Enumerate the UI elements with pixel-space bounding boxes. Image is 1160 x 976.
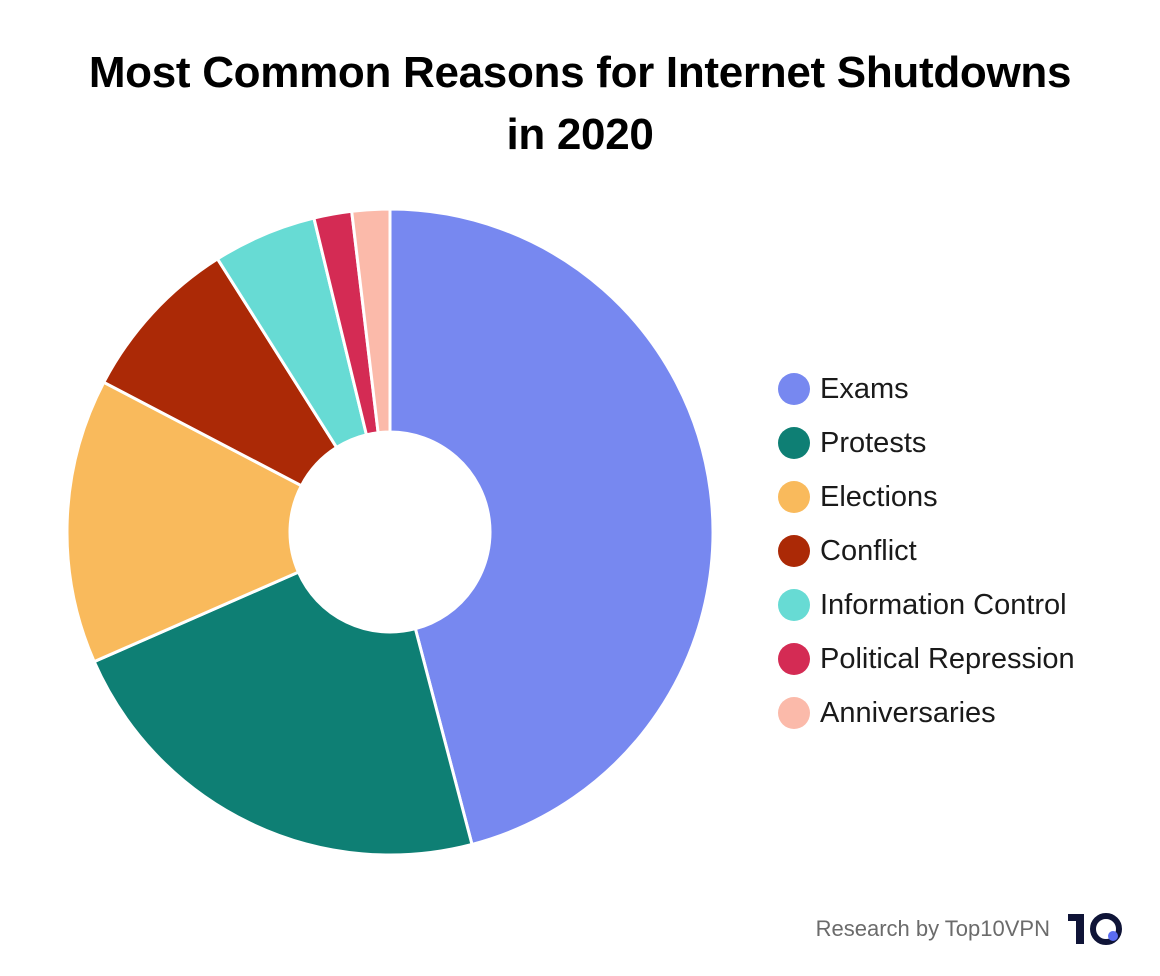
donut-slice-conflict: [102, 257, 339, 488]
legend-label-elections: Elections: [820, 480, 938, 513]
logo-zero-glyph: [1090, 913, 1122, 945]
legend-item-protests: Protests: [778, 416, 1075, 470]
chart-title-line-1: Most Common Reasons for Internet Shutdow…: [88, 48, 1072, 97]
donut-slice-protests: [92, 570, 474, 857]
legend-swatch-elections: [778, 481, 810, 513]
chart-title-line-2: in 2020: [506, 110, 654, 159]
chart-legend: Exams Protests Elections Conflict Inform…: [778, 362, 1075, 740]
legend-item-exams: Exams: [778, 362, 1075, 416]
footer: Research by Top10VPN: [816, 912, 1122, 946]
legend-swatch-conflict: [778, 535, 810, 567]
legend-swatch-information-control: [778, 589, 810, 621]
top10vpn-logo: [1068, 912, 1122, 946]
donut-slice-anniversaries: [350, 207, 392, 435]
legend-swatch-exams: [778, 373, 810, 405]
legend-item-political-repression: Political Repression: [778, 632, 1075, 686]
legend-item-elections: Elections: [778, 470, 1075, 524]
donut-slice-exams: [388, 207, 715, 846]
legend-label-protests: Protests: [820, 426, 927, 459]
research-credit: Research by Top10VPN: [815, 916, 1050, 941]
donut-slice-elections: [65, 380, 303, 664]
legend-item-anniversaries: Anniversaries: [778, 686, 1075, 740]
donut-chart: [65, 207, 715, 857]
legend-label-exams: Exams: [820, 372, 909, 405]
legend-label-conflict: Conflict: [820, 534, 917, 567]
legend-swatch-anniversaries: [778, 697, 810, 729]
legend-label-political-repression: Political Repression: [820, 642, 1075, 675]
logo-one-glyph: [1068, 914, 1084, 944]
chart-title: Most Common Reasons for Internet Shutdow…: [0, 42, 1160, 166]
legend-swatch-political-repression: [778, 643, 810, 675]
legend-item-conflict: Conflict: [778, 524, 1075, 578]
legend-label-information-control: Information Control: [820, 588, 1067, 621]
legend-label-anniversaries: Anniversaries: [820, 696, 996, 729]
legend-item-information-control: Information Control: [778, 578, 1075, 632]
legend-swatch-protests: [778, 427, 810, 459]
